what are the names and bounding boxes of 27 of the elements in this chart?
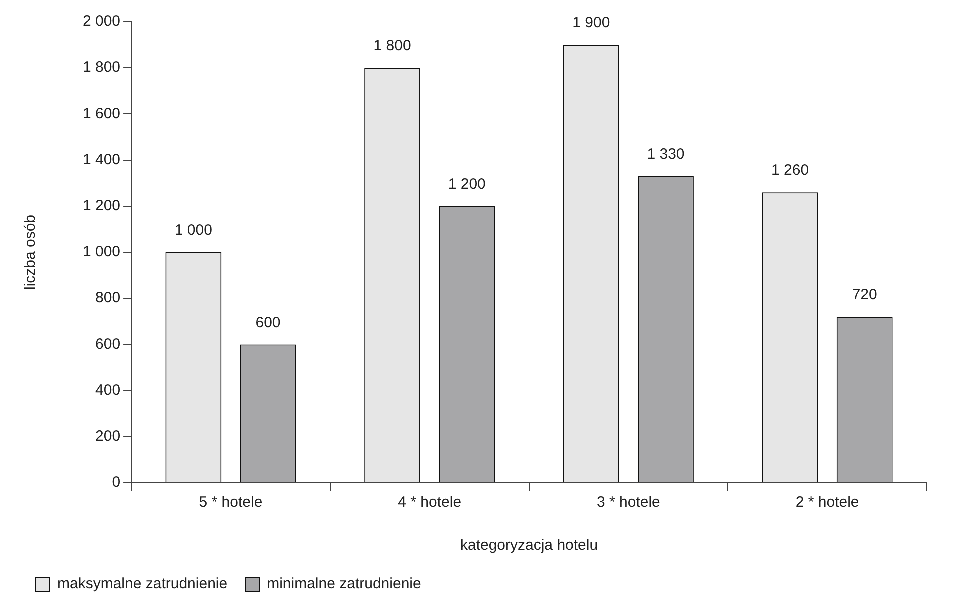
y-tick-label: 1 000 <box>82 244 121 261</box>
data-label: 1 000 <box>174 222 212 240</box>
data-label: 1 800 <box>374 38 412 55</box>
x-tick-label: 4 * hotele <box>398 494 462 512</box>
y-tick-label: 1 400 <box>82 151 121 168</box>
data-label: 1 900 <box>572 14 610 32</box>
data-label: 600 <box>256 314 281 332</box>
y-tick-label: 2 000 <box>82 13 121 30</box>
data-label: 1 200 <box>448 176 486 194</box>
data-label: 720 <box>852 286 878 304</box>
y-axis-title: liczba osób <box>22 214 40 290</box>
y-tick-label: 1 200 <box>82 198 121 215</box>
y-tick-label: 1 800 <box>82 59 121 76</box>
data-label: 1 260 <box>772 162 810 180</box>
y-tick-label: 1 600 <box>82 105 121 122</box>
legend-label: minimalne zatrudnienie <box>267 576 422 593</box>
x-tick-label: 2 * hotele <box>796 494 860 512</box>
x-tick-label: 3 * hotele <box>597 494 660 512</box>
data-label: 1 330 <box>647 146 685 164</box>
legend-label: maksymalne zatrudnienie <box>58 576 228 593</box>
y-tick-label: 800 <box>96 290 121 307</box>
y-tick-label: 0 <box>112 474 121 492</box>
y-tick-label: 400 <box>96 382 121 399</box>
x-tick-label: 5 * hotele <box>199 494 263 512</box>
y-tick-label: 200 <box>96 428 121 446</box>
x-axis-title: kategoryzacja hotelu <box>460 537 598 554</box>
y-tick-label: 600 <box>96 336 121 353</box>
